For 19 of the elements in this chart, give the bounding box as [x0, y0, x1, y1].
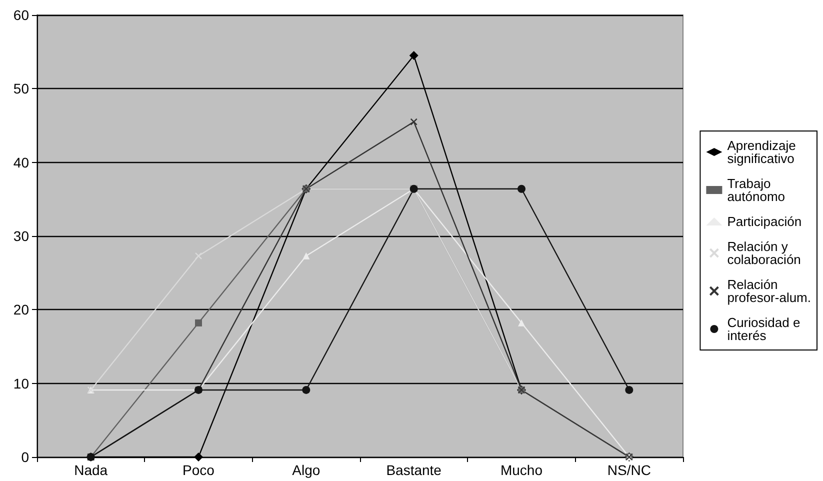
x-tick-label: Poco: [182, 462, 215, 478]
legend-label: Relación profesor-alum.: [727, 277, 812, 305]
legend-label: Relación y colaboración: [727, 239, 801, 267]
y-tick-label: 40: [13, 154, 30, 170]
legend-label: Curiosidad e interés: [727, 315, 804, 343]
legend-label: Participación: [727, 214, 802, 229]
x-tick-label: Bastante: [386, 462, 442, 478]
x-tick-label: Algo: [292, 462, 320, 478]
y-tick-label: 20: [13, 302, 30, 318]
y-tick-label: 0: [21, 449, 30, 465]
legend-label: Trabajo autónomo: [727, 176, 786, 204]
legend-label: Aprendizaje significativo: [727, 138, 800, 166]
y-tick-label: 10: [13, 375, 30, 392]
x-tick-label: Mucho: [500, 462, 543, 478]
y-tick-label: 60: [13, 7, 30, 23]
x-tick-label: Nada: [74, 462, 108, 478]
y-tick-label: 50: [13, 80, 30, 97]
x-tick-label: NS/NC: [607, 462, 651, 478]
y-tick-label: 30: [13, 228, 30, 244]
